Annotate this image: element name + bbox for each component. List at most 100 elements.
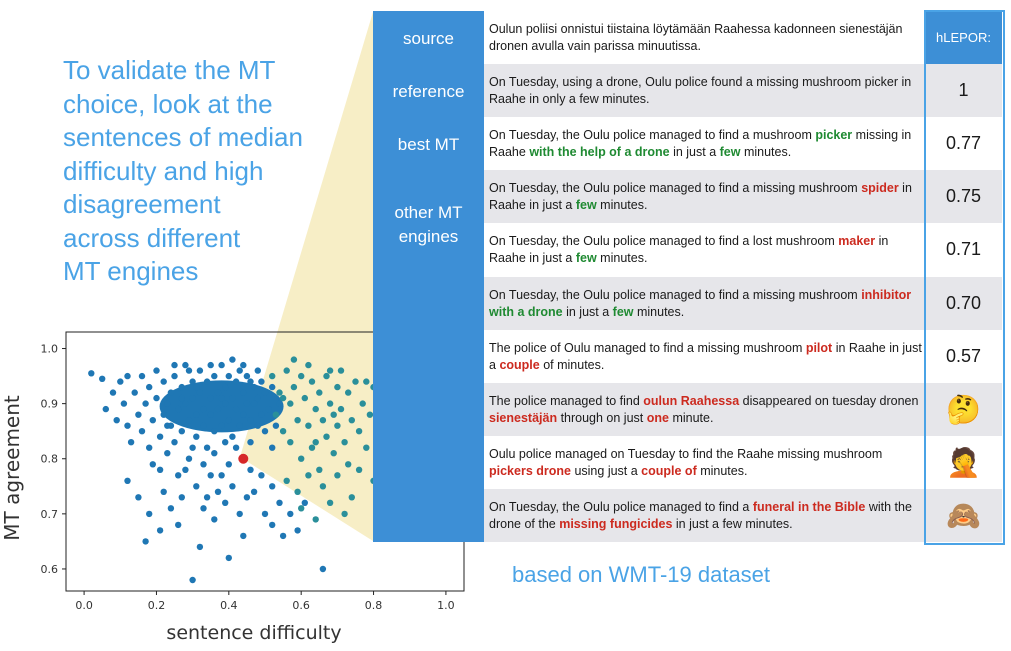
scatter-point <box>341 439 348 446</box>
sentence-text: On Tuesday, the Oulu police managed to f… <box>489 287 925 321</box>
error-word: pilot <box>805 340 833 355</box>
scatter-point <box>138 372 146 380</box>
table-row: On Tuesday, the Oulu police managed to f… <box>484 489 926 542</box>
sentence-text: On Tuesday, the Oulu police managed to f… <box>489 499 925 533</box>
scatter-point <box>269 483 276 490</box>
sentence-text: Oulu police managed on Tuesday to find t… <box>489 446 925 480</box>
score-header: hLEPOR: <box>925 11 1002 64</box>
scatter-point <box>363 378 370 385</box>
sentence-segment: Oulu police managed on Tuesday to find t… <box>489 446 883 461</box>
scatter-point <box>175 405 182 413</box>
y-tick-label: 0.8 <box>41 453 59 466</box>
scatter-point <box>294 417 301 424</box>
scatter-point <box>243 494 251 501</box>
scatter-point <box>196 389 204 396</box>
error-word: oulun Raahessa <box>643 393 740 408</box>
scatter-point <box>272 411 280 418</box>
table-row: The police managed to find oulun Raahess… <box>484 383 926 436</box>
scatter-point <box>149 461 156 468</box>
y-axis-label: MT agreement <box>0 395 24 541</box>
scatter-point <box>164 400 171 407</box>
scatter-point <box>290 383 298 391</box>
sentence-segment: missing in Raahe <box>489 127 912 159</box>
label-reference: reference <box>392 82 465 101</box>
scatter-point <box>229 394 236 402</box>
y-tick-label: 1.0 <box>41 343 59 356</box>
scatter-point <box>279 532 287 540</box>
scatter-point <box>142 538 149 545</box>
scatter-point <box>225 372 232 380</box>
scatter-point <box>175 472 182 479</box>
scatter-point <box>258 378 265 385</box>
sentence-segment: disappeared on tuesday dronen <box>739 393 919 408</box>
intro-line: difficulty and high <box>63 155 264 186</box>
scatter-point <box>269 444 276 451</box>
scatter-point <box>276 499 283 506</box>
sentence-text: On Tuesday, the Oulu police managed to f… <box>489 180 925 214</box>
error-word: pickers drone <box>489 463 571 478</box>
scatter-point <box>261 428 269 435</box>
scatter-point <box>269 383 276 391</box>
scatter-point <box>316 466 323 473</box>
scatter-point <box>240 532 247 540</box>
score-cell: 0.57 <box>945 346 982 366</box>
scatter-point <box>160 411 167 418</box>
scatter-point <box>290 356 298 363</box>
sentence-segment: The police of Oulu managed to find a mis… <box>489 340 806 355</box>
scatter-point <box>218 394 225 402</box>
intro-line: sentences of median <box>63 122 303 152</box>
scatter-point <box>312 516 319 523</box>
scatter-point <box>189 576 196 584</box>
scatter-point <box>135 411 142 418</box>
scatter-point <box>214 405 222 413</box>
error-word: funeral in the Bible <box>752 499 866 514</box>
scatter-point <box>232 378 240 385</box>
scatter-point <box>330 450 337 457</box>
scatter-point <box>203 378 211 385</box>
scatter-point <box>124 477 131 484</box>
error-word: couple of <box>641 463 697 478</box>
sentence-segment: in just a few minutes. <box>672 516 793 531</box>
sentence-segment: in Raahe in just a <box>489 340 922 372</box>
scatter-point <box>149 417 156 424</box>
sentence-segment: On Tuesday, the Oulu police managed to f… <box>489 180 862 195</box>
scatter-point <box>146 383 153 391</box>
scatter-point <box>254 394 261 402</box>
scatter-point <box>330 411 337 418</box>
scatter-point <box>156 466 164 473</box>
intro-line: To validate the MT <box>63 55 276 85</box>
scatter-point <box>120 400 128 407</box>
table-row: On Tuesday, the Oulu police managed to f… <box>484 170 926 223</box>
scatter-point <box>156 527 164 534</box>
scatter-point <box>301 394 308 402</box>
x-tick-label: 0.8 <box>365 599 383 612</box>
scatter-point <box>258 472 265 479</box>
y-tick-label: 0.7 <box>41 508 59 521</box>
scatter-point <box>200 461 207 468</box>
scatter-point <box>113 417 120 424</box>
score-cell: 0.70 <box>925 277 1002 330</box>
scatter-point <box>117 378 124 385</box>
scatter-point <box>124 372 131 380</box>
scatter-point <box>225 417 232 424</box>
scatter-point <box>207 394 214 402</box>
correct-word: with the help of a drone <box>529 144 670 159</box>
scatter-point <box>146 510 153 518</box>
score-cell: 1 <box>925 64 1002 117</box>
scatter-point <box>182 466 189 473</box>
scatter-point <box>366 411 374 418</box>
scatter-point <box>345 389 352 396</box>
scatter-point <box>326 400 334 407</box>
scatter-point <box>146 444 153 451</box>
scatter-point <box>316 389 323 396</box>
scatter-point <box>232 444 240 451</box>
sentence-segment: through on just <box>557 410 647 425</box>
scatter-point <box>341 510 348 518</box>
scatter-point <box>182 400 189 407</box>
scatter-point <box>254 422 261 429</box>
y-tick-label: 0.6 <box>41 563 59 576</box>
reaction-emoji-icon: 🤔 <box>946 393 981 426</box>
correct-word: few <box>575 250 597 265</box>
error-word: missing fungicides <box>559 516 673 531</box>
scatter-point <box>319 565 327 573</box>
